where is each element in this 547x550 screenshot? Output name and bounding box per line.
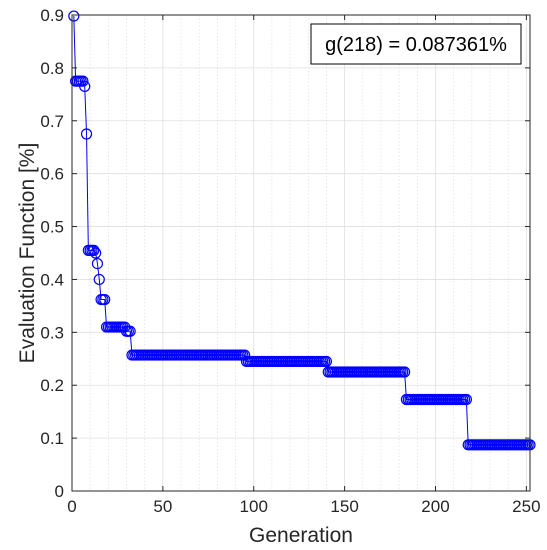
data-point	[124, 325, 136, 337]
data-point	[399, 366, 411, 378]
x-tick-label: 50	[153, 497, 172, 516]
data-point	[90, 247, 102, 259]
data-point	[77, 75, 89, 87]
tick-marks	[71, 14, 530, 492]
y-axis-label: Evaluation Function [%]	[16, 143, 39, 364]
x-tick-label: 0	[67, 497, 76, 516]
data-point	[99, 293, 111, 306]
x-tick-label: 100	[240, 497, 268, 516]
y-tick-label: 0	[55, 482, 64, 501]
data-point	[79, 80, 91, 93]
y-tick-label: 0.3	[40, 323, 64, 342]
annotation-box: g(218) = 0.087361%	[310, 23, 522, 65]
y-tick-label: 0.7	[40, 112, 64, 131]
data-point	[460, 393, 472, 406]
y-tick-label: 0.6	[40, 165, 64, 184]
y-tick-label: 0.4	[40, 270, 64, 289]
plot-frame	[71, 14, 531, 492]
data-point	[320, 355, 333, 368]
y-tick-label: 0.5	[40, 218, 64, 237]
data-layer	[68, 10, 536, 451]
y-tick-label: 0.1	[40, 429, 64, 448]
data-point	[88, 244, 100, 256]
data-point	[91, 257, 104, 270]
x-axis-label: Generation	[249, 524, 353, 547]
data-point	[239, 349, 251, 361]
y-tick-label: 0.8	[40, 59, 64, 78]
y-tick-label: 0.9	[40, 6, 64, 25]
data-point	[93, 273, 105, 286]
plot-background	[72, 15, 530, 491]
y-tick-label: 0.2	[40, 376, 64, 395]
annotation-text: g(218) = 0.087361%	[325, 34, 507, 56]
x-tick-label: 250	[512, 497, 540, 516]
data-point	[68, 10, 80, 22]
data-point	[80, 128, 93, 140]
x-tick-label: 200	[421, 497, 449, 516]
tick-labels: 0 50 100 150 200 250 0 0.1 0.2 0.3 0.4 0.5 0.6 0.7 0.8…	[40, 6, 540, 516]
x-tick-label: 150	[330, 497, 358, 516]
